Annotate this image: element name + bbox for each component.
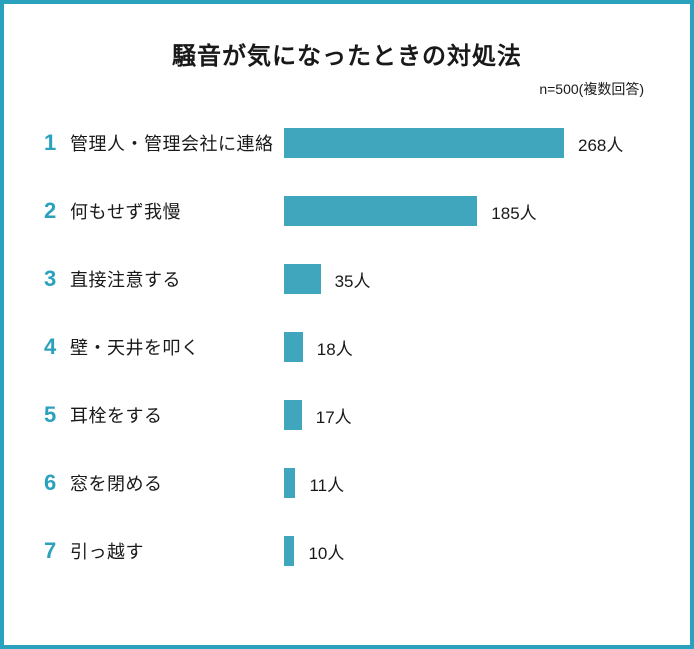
bar [284, 128, 564, 158]
bar [284, 536, 294, 566]
chart-row: 5耳栓をする 17人 [44, 397, 650, 433]
rank-number: 6 [44, 470, 70, 496]
row-label: 管理人・管理会社に連絡 [70, 130, 284, 156]
rank-number: 4 [44, 334, 70, 360]
chart-rows: 1管理人・管理会社に連絡 268人 2何もせず我慢 185人 3直接注意する 35人 4壁・… [44, 125, 650, 569]
bar-cell: 10人 [284, 536, 650, 566]
bar-cell: 268人 [284, 128, 650, 158]
chart-row: 4壁・天井を叩く 18人 [44, 329, 650, 365]
bar [284, 332, 303, 362]
bar-cell: 35人 [284, 264, 650, 294]
bar-cell: 11人 [284, 468, 650, 498]
bar-cell: 18人 [284, 332, 650, 362]
rank-number: 7 [44, 538, 70, 564]
chart-title: 騒音が気になったときの対処法 [44, 36, 650, 71]
value-label: 268人 [578, 131, 623, 156]
row-label: 何もせず我慢 [70, 198, 284, 224]
chart-frame: 騒音が気になったときの対処法 n=500(複数回答) 1管理人・管理会社に連絡 2… [0, 0, 694, 649]
row-label: 引っ越す [70, 538, 284, 564]
chart-subtitle: n=500(複数回答) [44, 79, 650, 99]
chart-row: 7引っ越す 10人 [44, 533, 650, 569]
rank-number: 2 [44, 198, 70, 224]
bar [284, 400, 302, 430]
chart-row: 3直接注意する 35人 [44, 261, 650, 297]
row-label: 耳栓をする [70, 402, 284, 428]
value-label: 11人 [309, 471, 344, 496]
value-label: 10人 [308, 539, 344, 564]
value-label: 18人 [317, 335, 353, 360]
row-label: 直接注意する [70, 266, 284, 292]
rank-number: 1 [44, 130, 70, 156]
value-label: 17人 [316, 403, 352, 428]
value-label: 185人 [491, 199, 536, 224]
bar-cell: 17人 [284, 400, 650, 430]
rank-number: 5 [44, 402, 70, 428]
bar [284, 264, 321, 294]
bar-cell: 185人 [284, 196, 650, 226]
value-label: 35人 [335, 267, 371, 292]
chart-row: 6窓を閉める 11人 [44, 465, 650, 501]
row-label: 壁・天井を叩く [70, 334, 284, 360]
bar [284, 468, 295, 498]
rank-number: 3 [44, 266, 70, 292]
bar [284, 196, 477, 226]
row-label: 窓を閉める [70, 470, 284, 496]
chart-row: 1管理人・管理会社に連絡 268人 [44, 125, 650, 161]
chart-row: 2何もせず我慢 185人 [44, 193, 650, 229]
